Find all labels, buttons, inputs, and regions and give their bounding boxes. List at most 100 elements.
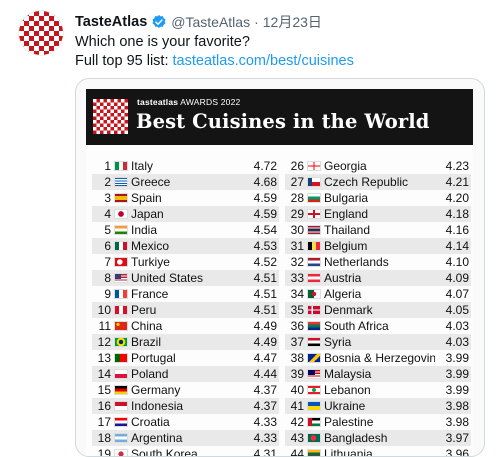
rating-score: 4.51 [253, 271, 277, 285]
verified-badge-icon [151, 14, 167, 30]
rank-number: 26 [290, 159, 304, 173]
ranking-row-england: 29 England 4.18 [285, 206, 471, 222]
country-name: United States [131, 271, 204, 285]
country-name: Brazil [131, 335, 162, 349]
author-handle[interactable]: @TasteAtlas [171, 14, 251, 30]
bulgaria-flag-icon [307, 193, 321, 203]
tweet-date[interactable]: 12月23日 [262, 14, 322, 30]
rank-number: 3 [104, 191, 111, 205]
author-name[interactable]: TasteAtlas [75, 14, 148, 30]
mexico-flag-icon [114, 241, 128, 251]
rank-number: 18 [97, 431, 111, 445]
belgium-flag-icon [307, 241, 321, 251]
croatia-flag-icon [114, 417, 128, 427]
rating-score: 4.47 [253, 351, 277, 365]
ranking-row-turkiye: 7 Turkiye 4.52 [92, 254, 279, 270]
rating-score: 3.97 [445, 431, 469, 445]
rank-number: 37 [290, 335, 304, 349]
bangladesh-flag-icon [307, 433, 321, 443]
portugal-flag-icon [114, 353, 128, 363]
country-name: Syria [324, 335, 352, 349]
country-name: Croatia [131, 415, 170, 429]
spain-flag-icon [114, 193, 128, 203]
rank-number: 13 [97, 351, 111, 365]
rank-number: 30 [290, 223, 304, 237]
country-name: Palestine [324, 415, 374, 429]
country-name: Japan [131, 207, 164, 221]
rating-score: 4.68 [253, 175, 277, 189]
ranking-row-thailand: 30 Thailand 4.16 [285, 222, 471, 238]
country-name: Czech Republic [324, 175, 409, 189]
country-name: Denmark [324, 303, 373, 317]
country-name: Spain [131, 191, 162, 205]
rating-score: 4.31 [253, 447, 277, 457]
rating-score: 4.51 [253, 303, 277, 317]
ranking-row-india: 5 India 4.54 [92, 222, 279, 238]
rank-number: 16 [97, 399, 111, 413]
country-name: Lebanon [324, 383, 371, 397]
rating-score: 4.16 [445, 223, 469, 237]
country-name: England [324, 207, 369, 221]
rank-number: 15 [97, 383, 111, 397]
infographic-image[interactable]: tasteatlas AWARDS 2022 Best Cuisines in … [86, 89, 473, 457]
country-name: Bangladesh [324, 431, 388, 445]
algeria-flag-icon [307, 289, 321, 299]
brand-bold: tasteatlas [137, 97, 179, 107]
rank-number: 6 [104, 239, 111, 253]
country-name: Italy [131, 159, 154, 173]
rank-number: 1 [104, 159, 111, 173]
rank-number: 33 [290, 271, 304, 285]
rank-number: 7 [104, 255, 111, 269]
ranking-row-bangladesh: 43 Bangladesh 3.97 [285, 430, 471, 446]
rating-score: 4.10 [445, 255, 469, 269]
rank-number: 2 [104, 175, 111, 189]
poland-flag-icon [114, 369, 128, 379]
rank-number: 29 [290, 207, 304, 221]
ranking-row-syria: 37 Syria 4.03 [285, 334, 471, 350]
country-name: Malaysia [324, 367, 372, 381]
country-name: India [131, 223, 158, 237]
country-name: Thailand [324, 223, 371, 237]
ranking-row-bulgaria: 28 Bulgaria 4.20 [285, 190, 471, 206]
country-name: Greece [131, 175, 171, 189]
country-name: Netherlands [324, 255, 389, 269]
rank-number: 19 [97, 447, 111, 457]
rating-score: 4.53 [253, 239, 277, 253]
rating-score: 4.59 [253, 191, 277, 205]
rating-score: 4.09 [445, 271, 469, 285]
rank-number: 9 [104, 287, 111, 301]
ranking-row-japan: 4 Japan 4.59 [92, 206, 279, 222]
rating-score: 4.49 [253, 335, 277, 349]
ranking-row-ukraine: 41 Ukraine 3.98 [285, 398, 471, 414]
brazil-flag-icon [114, 337, 128, 347]
infographic-title: Best Cuisines in the World [136, 110, 430, 133]
netherlands-flag-icon [307, 257, 321, 267]
brand-label: tasteatlas AWARDS 2022 [137, 97, 240, 107]
ranking-row-denmark: 35 Denmark 4.05 [285, 302, 471, 318]
rating-score: 4.21 [445, 175, 469, 189]
country-name: Bulgaria [324, 191, 369, 205]
ranking-row-poland: 14 Poland 4.44 [92, 366, 279, 382]
italy-flag-icon [114, 161, 128, 171]
rating-score: 4.33 [253, 431, 277, 445]
rating-score: 4.37 [253, 399, 277, 413]
rating-score: 4.23 [445, 159, 469, 173]
ranking-row-spain: 3 Spain 4.59 [92, 190, 279, 206]
palestine-flag-icon [307, 417, 321, 427]
rating-score: 4.33 [253, 415, 277, 429]
ranking-column-right: 26 Georgia 4.23 27 Czech Republic 4.21 28 Bulga… [285, 158, 471, 456]
rating-score: 3.98 [445, 399, 469, 413]
country-name: China [131, 319, 163, 333]
india-flag-icon [114, 225, 128, 235]
rating-score: 4.03 [445, 335, 469, 349]
avatar[interactable] [18, 10, 64, 56]
rank-number: 28 [290, 191, 304, 205]
country-name: Germany [131, 383, 181, 397]
ranking-row-lebanon: 40 Lebanon 3.99 [285, 382, 471, 398]
cuisines-link[interactable]: tasteatlas.com/best/cuisines [172, 53, 354, 69]
ranking-row-china: 11 China 4.49 [92, 318, 279, 334]
ukraine-flag-icon [307, 401, 321, 411]
tweet-header: TasteAtlas @TasteAtlas · 12月23日 [75, 12, 322, 32]
rank-number: 42 [290, 415, 304, 429]
media-card[interactable]: tasteatlas AWARDS 2022 Best Cuisines in … [75, 78, 485, 457]
